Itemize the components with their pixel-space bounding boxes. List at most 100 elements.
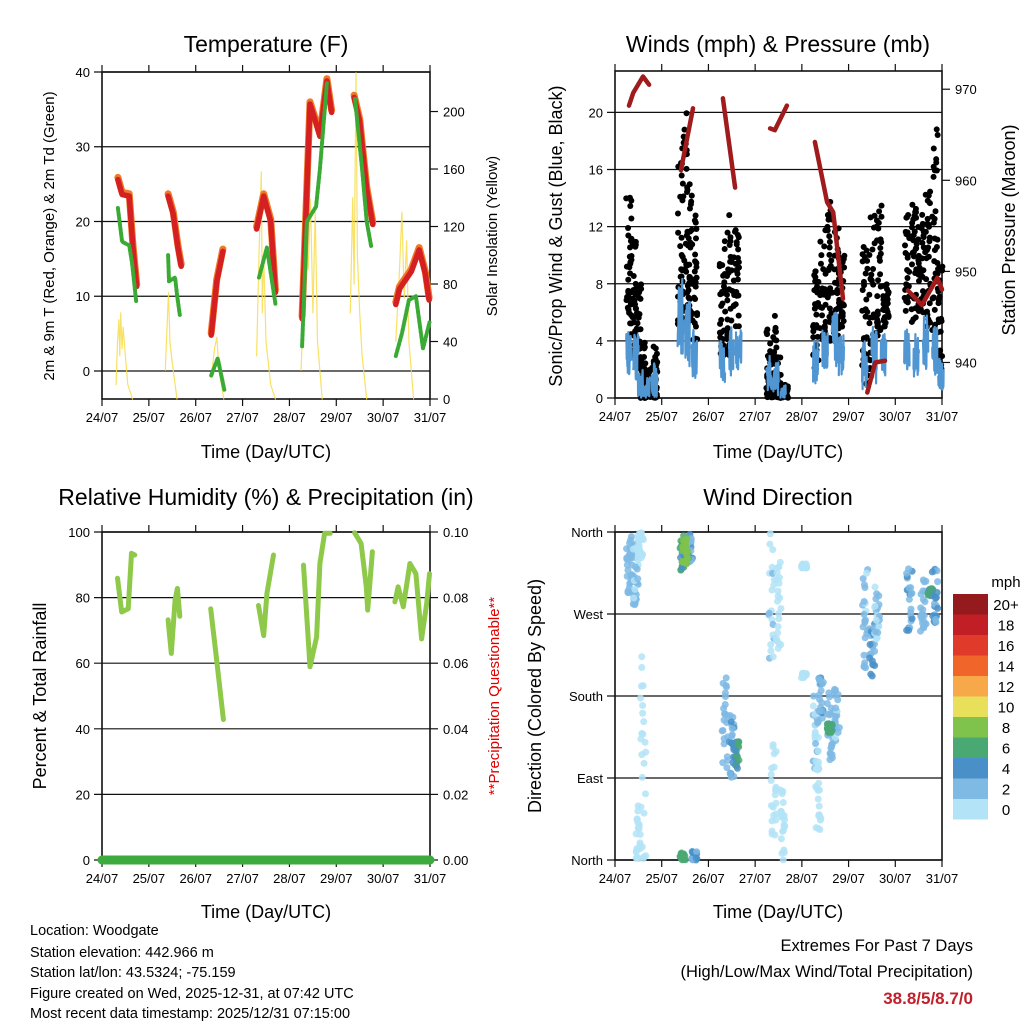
gust-point — [684, 228, 691, 235]
gust-point — [874, 293, 881, 300]
direction-point — [720, 740, 728, 748]
wind-direction-title: Wind Direction — [703, 484, 853, 510]
direction-point — [638, 729, 646, 737]
gust-point — [866, 320, 873, 327]
gust-point — [909, 224, 916, 231]
x-tick-label: 27/07 — [739, 409, 772, 424]
gust-point — [902, 242, 909, 249]
legend-title: mph — [991, 574, 1020, 591]
direction-point — [928, 568, 936, 576]
x-tick-label: 29/07 — [832, 409, 865, 424]
gust-point — [880, 317, 887, 324]
gust-point — [678, 172, 685, 179]
direction-point — [636, 839, 644, 847]
pressure-line — [678, 106, 696, 173]
direction-point — [639, 709, 647, 717]
direction-point — [814, 786, 822, 794]
y-right-tick-label: 960 — [955, 173, 977, 188]
direction-point — [934, 604, 942, 612]
gust-point — [904, 229, 911, 236]
gust-point — [638, 281, 645, 288]
direction-point — [831, 734, 839, 742]
gust-point — [675, 229, 682, 236]
y-tick-label: 0 — [83, 364, 90, 379]
gust-point — [641, 354, 648, 361]
direction-point — [814, 795, 822, 803]
direction-point — [637, 803, 645, 811]
humidity-line — [301, 530, 333, 670]
y-tick-label: 8 — [596, 277, 603, 292]
y-right-tick-label: 0 — [443, 392, 450, 407]
gust-point — [627, 237, 634, 244]
direction-point — [815, 675, 823, 683]
direction-point — [735, 756, 743, 764]
direction-point — [637, 694, 645, 702]
gust-point — [934, 260, 941, 267]
direction-point — [721, 700, 729, 708]
plot-frame — [101, 71, 431, 400]
wind-speed-line — [860, 340, 869, 391]
gust-point — [916, 264, 923, 271]
legend-label: 16 — [998, 638, 1015, 655]
gust-point — [875, 219, 882, 226]
direction-point — [735, 738, 743, 746]
solar-line — [256, 171, 276, 400]
temperature-xlabel: Time (Day/UTC) — [201, 442, 331, 462]
gust-point — [814, 333, 821, 340]
wind-speed-line — [690, 328, 699, 379]
direction-point — [768, 764, 776, 772]
gust-point — [641, 339, 648, 346]
legend-swatch — [953, 635, 988, 656]
direction-point — [828, 754, 836, 762]
gust-point — [885, 312, 892, 319]
gust-point — [683, 268, 690, 275]
direction-point — [641, 738, 649, 746]
direction-point — [726, 770, 734, 778]
direction-point — [719, 679, 727, 687]
direction-point — [635, 822, 643, 830]
direction-point — [772, 799, 780, 807]
gust-point — [902, 249, 909, 256]
wind-speed-line — [937, 357, 945, 391]
y-tick-label: 20 — [76, 787, 90, 802]
gust-point — [924, 220, 931, 227]
gust-point — [652, 345, 659, 352]
gust-point — [689, 317, 696, 324]
gust-point — [922, 228, 929, 235]
gust-point — [826, 251, 833, 258]
direction-point — [772, 747, 780, 755]
gust-point — [913, 241, 920, 248]
gust-point — [724, 297, 731, 304]
gust-point — [678, 252, 685, 259]
legend-swatch — [953, 614, 988, 635]
gust-point — [726, 212, 733, 219]
y-tick-label: 30 — [76, 140, 90, 155]
x-tick-label: 25/07 — [645, 409, 678, 424]
gust-point — [688, 276, 695, 283]
pressure-line — [905, 275, 945, 308]
gust-point — [864, 265, 871, 272]
gust-point — [636, 294, 643, 301]
gust-point — [910, 232, 917, 239]
direction-point — [866, 640, 874, 648]
y-right-tick-label: 80 — [443, 277, 457, 292]
humidity-line — [392, 561, 432, 642]
gust-point — [812, 274, 819, 281]
plot-frame — [101, 531, 431, 861]
gust-point — [674, 210, 681, 217]
direction-point — [634, 575, 642, 583]
x-tick-label: 27/07 — [226, 410, 259, 425]
gust-point — [692, 283, 699, 290]
gust-point — [859, 258, 866, 265]
direction-point — [765, 609, 773, 617]
gust-point — [727, 234, 734, 241]
gust-point — [684, 186, 691, 193]
y-right-tick-label: 940 — [955, 355, 977, 370]
gust-point — [877, 271, 884, 278]
gust-point — [732, 260, 739, 267]
direction-point — [799, 670, 807, 678]
direction-point — [770, 811, 778, 819]
winds-title: Winds (mph) & Pressure (mb) — [626, 31, 930, 57]
gust-point — [915, 277, 922, 284]
gust-point — [908, 306, 915, 313]
